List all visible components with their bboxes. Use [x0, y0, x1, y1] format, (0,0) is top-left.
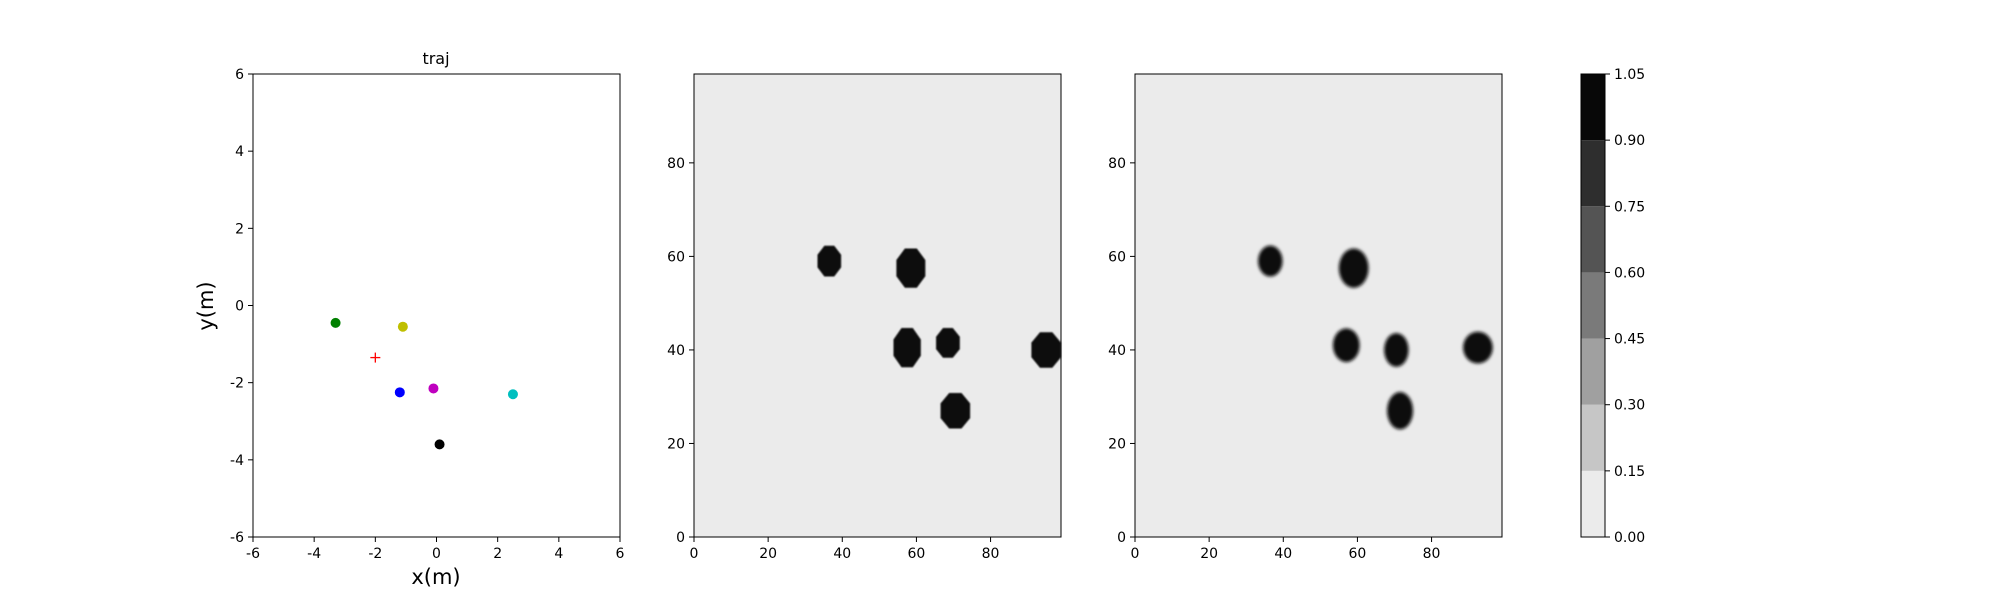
- heatmap-1-blobs: [817, 245, 1061, 429]
- heatmap-1-blob: [896, 248, 926, 288]
- heatmap-2-blob: [1338, 248, 1369, 288]
- traj-xtick-label: 2: [493, 546, 502, 562]
- traj-y-ticks: -6 -4 -2 0 2 4 6: [230, 67, 253, 546]
- heatmap-2-blob: [1332, 328, 1360, 363]
- heatmap-1-y-ticks: 0 20 40 60 80: [667, 156, 694, 546]
- traj-axes-frame: [252, 73, 621, 538]
- colorbar: 0.00 0.15 0.30 0.45 0.60 0.75 0.90 1.05: [1580, 67, 1645, 546]
- traj-ytick-label: 0: [235, 299, 244, 315]
- heatmap-1-blob: [936, 328, 960, 358]
- colorbar-tick-label: 0.75: [1614, 199, 1645, 215]
- colorbar-tick-label: 0.60: [1614, 265, 1645, 281]
- colorbar-band: [1581, 74, 1605, 141]
- traj-point: [434, 439, 445, 450]
- traj-title: traj: [422, 49, 449, 68]
- heatmap-1-ytick-label: 80: [667, 156, 685, 172]
- traj-ytick-label: -2: [230, 376, 244, 392]
- heatmap-1-frame: [693, 73, 1062, 538]
- heatmap-1-xtick-label: 40: [833, 546, 851, 562]
- traj-points: [330, 317, 518, 450]
- heatmap-panel-2: 0 20 40 60 80 0 20 40 60 80: [1108, 73, 1503, 562]
- colorbar-band: [1581, 404, 1605, 471]
- traj-point: [428, 383, 439, 394]
- colorbar-tick-label: 0.30: [1614, 398, 1645, 414]
- traj-point: [330, 317, 341, 328]
- traj-point: [397, 321, 408, 332]
- colorbar-band: [1581, 206, 1605, 273]
- colorbar-tick-label: 0.00: [1614, 530, 1645, 546]
- colorbar-band: [1581, 470, 1605, 537]
- heatmap-2-xtick-label: 80: [1423, 546, 1441, 562]
- traj-xtick-label: 4: [554, 546, 563, 562]
- heatmap-1-background: [694, 74, 1061, 537]
- heatmap-2-xtick-label: 60: [1349, 546, 1367, 562]
- heatmap-2-y-ticks: 0 20 40 60 80: [1108, 156, 1135, 546]
- heatmap-1-blob: [1031, 332, 1061, 368]
- heatmap-1-ytick-label: 0: [676, 530, 685, 546]
- heatmap-panel-1: 0 20 40 60 80 0 20 40 60 80: [667, 73, 1062, 562]
- traj-panel: traj -6 -4 -2 0 2 4 6 -6 -4 -2 0 2 4 6 x(m) y(m): [194, 49, 625, 589]
- heatmap-2-blob: [1387, 392, 1414, 430]
- heatmap-2-blob: [1258, 245, 1283, 277]
- heatmap-1-ytick-label: 40: [667, 343, 685, 359]
- heatmap-2-xtick-label: 0: [1131, 546, 1140, 562]
- traj-xlabel: x(m): [411, 565, 460, 589]
- traj-ytick-label: 2: [235, 221, 244, 237]
- heatmap-2-blob: [1463, 331, 1493, 364]
- colorbar-bands: [1581, 74, 1605, 537]
- colorbar-ticks: 0.00 0.15 0.30 0.45 0.60 0.75 0.90 1.05: [1605, 67, 1645, 546]
- heatmap-2-ytick-label: 80: [1108, 156, 1126, 172]
- colorbar-frame: [1580, 73, 1606, 538]
- traj-ytick-label: -4: [230, 453, 244, 469]
- colorbar-band: [1581, 272, 1605, 339]
- heatmap-1-xtick-label: 0: [690, 546, 699, 562]
- traj-point: [507, 389, 518, 400]
- colorbar-band: [1581, 140, 1605, 207]
- traj-xtick-label: 6: [616, 546, 625, 562]
- traj-ytick-label: 4: [235, 144, 244, 160]
- colorbar-tick-label: 0.45: [1614, 332, 1645, 348]
- heatmap-1-xtick-label: 80: [982, 546, 1000, 562]
- traj-xtick-label: 0: [432, 546, 441, 562]
- colorbar-tick-label: 0.90: [1614, 133, 1645, 149]
- heatmap-2-frame: [1134, 73, 1503, 538]
- heatmap-2-ytick-label: 60: [1108, 249, 1126, 265]
- traj-x-ticks: -6 -4 -2 0 2 4 6: [246, 537, 625, 562]
- heatmap-1-blob: [940, 393, 971, 429]
- traj-ylabel: y(m): [194, 281, 218, 330]
- heatmap-2-ytick-label: 40: [1108, 343, 1126, 359]
- heatmap-1-ytick-label: 20: [667, 436, 685, 452]
- traj-point-plus: [370, 352, 381, 363]
- traj-xtick-label: -6: [246, 546, 260, 562]
- heatmap-1-blob: [893, 328, 921, 368]
- heatmap-1-ytick-label: 60: [667, 249, 685, 265]
- traj-xtick-label: -2: [368, 546, 382, 562]
- heatmap-2-blob: [1384, 333, 1409, 367]
- heatmap-1-xtick-label: 20: [759, 546, 777, 562]
- heatmap-2-blobs: [1258, 245, 1493, 430]
- colorbar-band: [1581, 338, 1605, 405]
- heatmap-2-xtick-label: 40: [1274, 546, 1292, 562]
- heatmap-1-xtick-label: 60: [908, 546, 926, 562]
- traj-ytick-label: 6: [235, 67, 244, 83]
- heatmap-2-ytick-label: 20: [1108, 436, 1126, 452]
- heatmap-2-xtick-label: 20: [1200, 546, 1218, 562]
- colorbar-tick-label: 0.15: [1614, 464, 1645, 480]
- traj-ytick-label: -6: [230, 530, 244, 546]
- heatmap-2-background: [1135, 74, 1502, 537]
- traj-point: [394, 387, 405, 398]
- heatmap-1-blob: [817, 245, 842, 277]
- colorbar-tick-label: 1.05: [1614, 67, 1645, 83]
- traj-xtick-label: -4: [307, 546, 321, 562]
- heatmap-2-x-ticks: 0 20 40 60 80: [1131, 537, 1441, 562]
- heatmap-1-x-ticks: 0 20 40 60 80: [690, 537, 1000, 562]
- heatmap-2-ytick-label: 0: [1117, 530, 1126, 546]
